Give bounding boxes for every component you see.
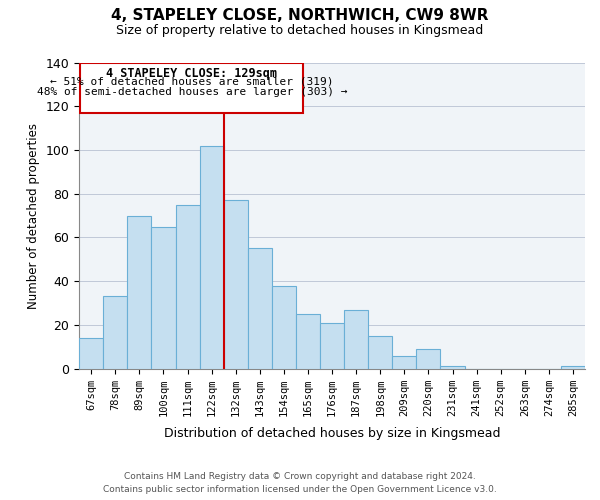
Bar bbox=[151, 226, 176, 368]
Text: ← 51% of detached houses are smaller (319): ← 51% of detached houses are smaller (31… bbox=[50, 76, 334, 86]
Bar bbox=[224, 200, 248, 368]
Bar bbox=[320, 322, 344, 368]
Bar bbox=[296, 314, 320, 368]
Text: 4, STAPELEY CLOSE, NORTHWICH, CW9 8WR: 4, STAPELEY CLOSE, NORTHWICH, CW9 8WR bbox=[111, 8, 489, 22]
Bar bbox=[248, 248, 272, 368]
Text: 4 STAPELEY CLOSE: 129sqm: 4 STAPELEY CLOSE: 129sqm bbox=[106, 67, 277, 80]
Bar bbox=[440, 366, 464, 368]
X-axis label: Distribution of detached houses by size in Kingsmead: Distribution of detached houses by size … bbox=[164, 427, 500, 440]
Bar bbox=[79, 338, 103, 368]
Bar bbox=[103, 296, 127, 368]
Bar bbox=[127, 216, 151, 368]
Text: Size of property relative to detached houses in Kingsmead: Size of property relative to detached ho… bbox=[116, 24, 484, 37]
Bar bbox=[272, 286, 296, 368]
Bar bbox=[416, 349, 440, 368]
Text: Contains HM Land Registry data © Crown copyright and database right 2024.
Contai: Contains HM Land Registry data © Crown c… bbox=[103, 472, 497, 494]
Bar bbox=[344, 310, 368, 368]
Bar bbox=[368, 336, 392, 368]
Bar bbox=[561, 366, 585, 368]
Bar bbox=[200, 146, 224, 368]
Y-axis label: Number of detached properties: Number of detached properties bbox=[27, 122, 40, 308]
Bar bbox=[392, 356, 416, 368]
Text: 48% of semi-detached houses are larger (303) →: 48% of semi-detached houses are larger (… bbox=[37, 86, 347, 97]
FancyBboxPatch shape bbox=[80, 62, 303, 113]
Bar bbox=[176, 204, 200, 368]
